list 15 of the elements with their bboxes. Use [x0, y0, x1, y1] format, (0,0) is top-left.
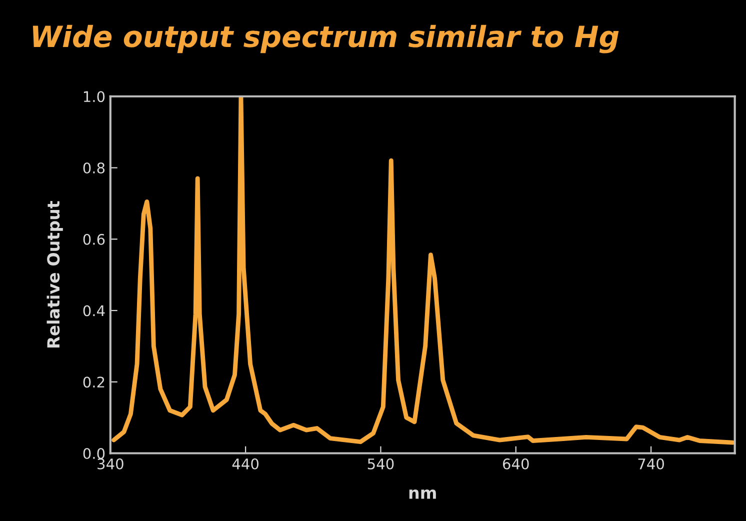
- x-tick-label: 440: [232, 458, 259, 470]
- y-tick-label: 0.4: [83, 305, 105, 316]
- x-tick-label: 640: [502, 458, 529, 470]
- y-tick-label: 0.8: [83, 162, 105, 174]
- y-tick-label: 0.6: [83, 234, 105, 245]
- line-series: [112, 96, 735, 445]
- y-tick-label: 0.2: [83, 376, 104, 388]
- x-tick-label: 540: [368, 458, 394, 470]
- x-tick-label: 340: [98, 458, 124, 470]
- chart-title: Wide output spectrum similar to Hg: [32, 24, 619, 54]
- x-axis-title: nm: [409, 489, 436, 499]
- x-tick-label: 740: [638, 458, 664, 470]
- y-tick-label: 0.0: [83, 448, 105, 460]
- y-tick-label: 1.0: [84, 91, 105, 102]
- y-axis-title: Relative Output: [46, 200, 63, 348]
